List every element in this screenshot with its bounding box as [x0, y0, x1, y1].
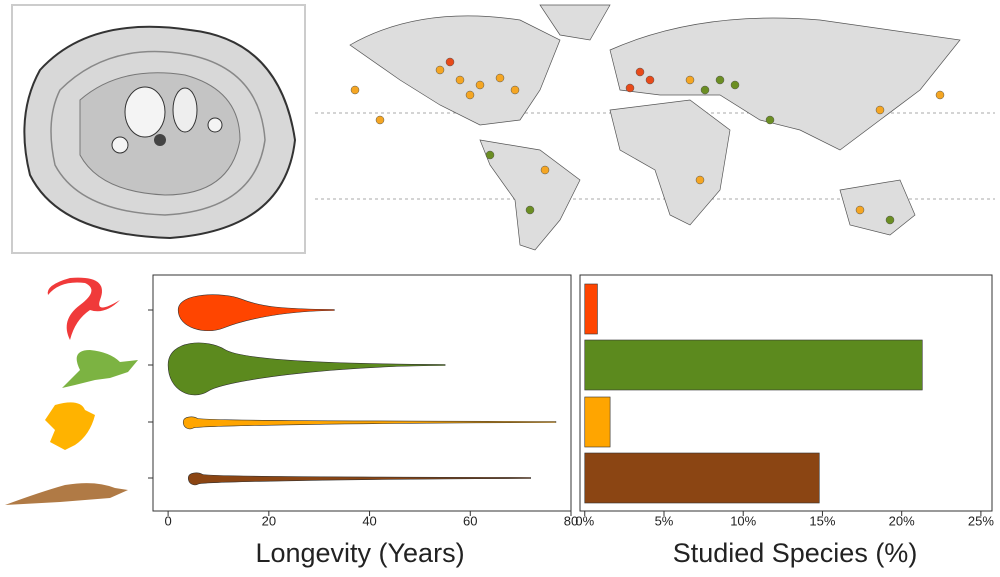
bar — [584, 452, 820, 504]
x-tick-label: 25% — [968, 513, 994, 528]
x-tick-label: 20 — [262, 513, 276, 528]
x-tick-label: 20% — [889, 513, 915, 528]
bone-image — [11, 4, 306, 254]
x-axis-title: Longevity (Years) — [255, 538, 464, 568]
x-tick-label: 10% — [730, 513, 756, 528]
x-tick-label: 5% — [655, 513, 674, 528]
x-axis-title: Studied Species (%) — [673, 538, 918, 568]
violin — [177, 294, 335, 332]
bar — [584, 283, 598, 335]
x-tick-label: 0% — [575, 513, 594, 528]
x-tick-label: 80 — [564, 513, 578, 528]
world-map — [315, 4, 995, 251]
x-tick-label: 40 — [362, 513, 376, 528]
bar — [584, 339, 923, 391]
x-tick-label: 15% — [809, 513, 835, 528]
x-tick-label: 0 — [164, 513, 171, 528]
violin — [182, 416, 557, 430]
violin — [187, 472, 532, 486]
violin — [167, 342, 446, 396]
animal-icons — [5, 277, 138, 505]
bar — [584, 396, 611, 448]
x-tick-label: 60 — [463, 513, 477, 528]
